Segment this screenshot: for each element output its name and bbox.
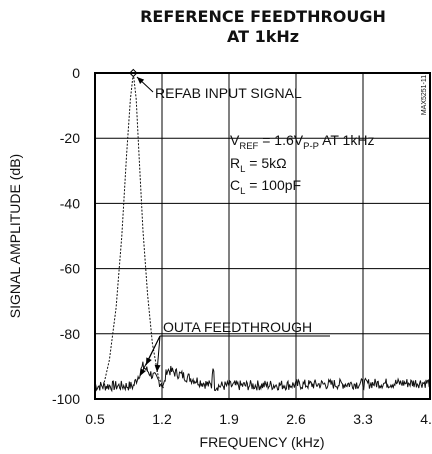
vref-main: V [230,132,240,148]
condition-cl: CL = 100pF [230,177,301,197]
vref-end: AT 1kHz [319,132,375,148]
condition-vref: VREF = 1.6VP-P AT 1kHz [230,132,374,152]
rl-main: R [230,155,240,171]
cl-main: C [230,177,240,193]
series-refab-input-signal [102,72,165,390]
grid-lines [95,73,430,399]
y-tick-label: -80 [60,326,80,342]
chart-title-line-2: AT 1kHz [227,27,299,46]
vref-mid: = 1.6V [258,132,303,148]
peak-label-arrow-arrowhead [137,77,145,84]
x-tick-label: 1.2 [152,411,172,427]
y-tick-label: -20 [60,130,80,146]
x-tick-label: 1.9 [219,411,239,427]
peak-label: REFAB INPUT SIGNAL [155,85,302,101]
side-code: MAX5251-11 [421,75,428,115]
y-tick-label: -60 [60,261,80,277]
cl-sub: L [240,186,245,197]
vref-sub2: P-P [303,141,319,152]
cl-end: = 100pF [245,177,301,193]
y-tick-label: -100 [52,391,80,407]
x-tick-label: 0.5 [85,411,105,427]
data-series [94,68,431,393]
feedthrough-arrow-left-arrowhead [140,368,146,376]
x-tick-label: 4.0 [420,411,432,427]
tick-labels: 0.5 1.2 1.9 2.6 3.3 4.0 0 -20 -40 -60 -80 -100 [52,65,432,427]
x-tick-label: 2.6 [286,411,306,427]
y-axis-label: SIGNAL AMPLITUDE (dB) [7,154,23,318]
plot-frame [94,72,431,400]
x-tick-label: 3.3 [353,411,373,427]
rl-sub: L [240,164,245,175]
feedthrough-arrow-right-arrowhead [154,364,161,372]
chart-title-line-1: REFERENCE FEEDTHROUGH [140,7,386,26]
y-tick-label: 0 [72,65,80,81]
y-tick-label: -40 [60,195,80,211]
condition-rl: RL = 5kΩ [230,155,287,175]
vref-sub: REF [239,141,258,152]
feedthrough-arrow-mid-arrowhead [146,357,152,365]
feedthrough-label: OUTA FEEDTHROUGH [163,319,312,335]
rl-end: = 5kΩ [245,155,286,171]
x-axis-label: FREQUENCY (kHz) [200,434,325,450]
series-outa-feedthrough [94,361,431,393]
annotations: REFAB INPUT SIGNAL VREF = 1.6VP-P AT 1kH… [136,76,374,377]
